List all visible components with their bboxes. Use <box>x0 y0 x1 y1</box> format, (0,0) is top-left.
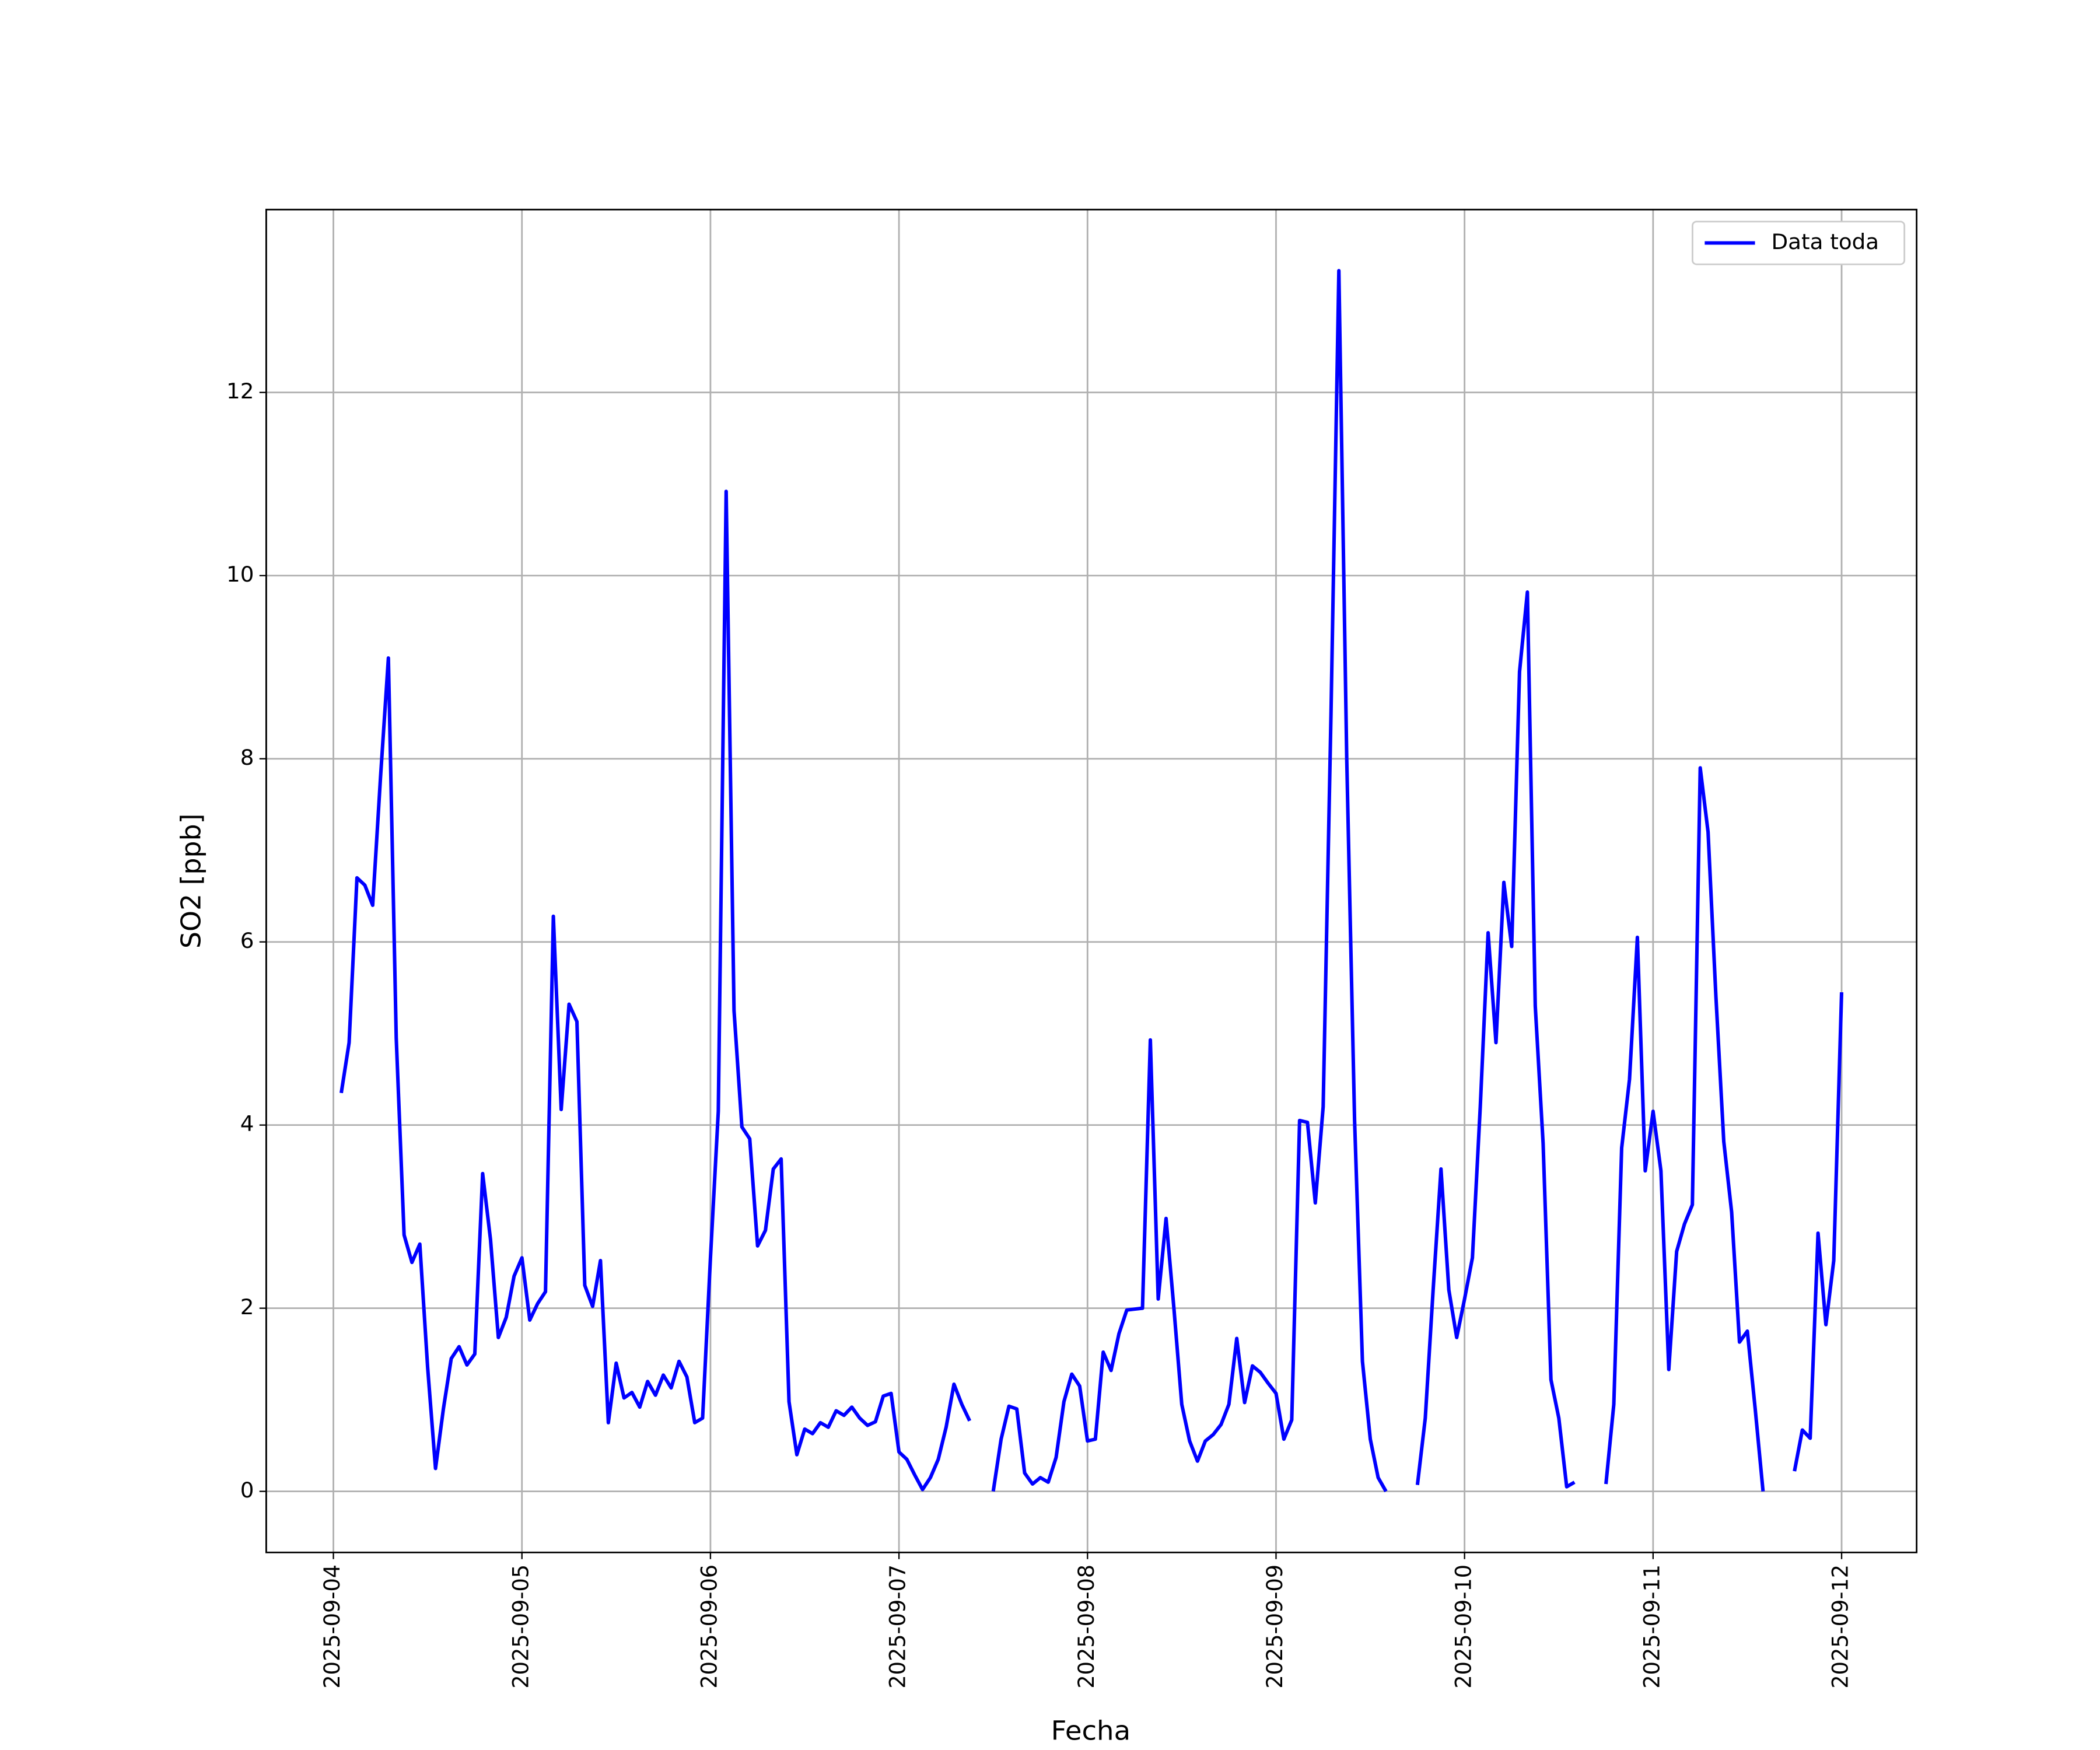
data-line <box>340 489 972 1492</box>
y-tick-label: 12 <box>226 379 254 404</box>
y-tick-label: 8 <box>240 745 254 770</box>
x-tick-label: 2025-09-11 <box>1639 1564 1664 1689</box>
x-tick-label: 2025-09-08 <box>1074 1564 1099 1689</box>
legend: Data toda <box>1692 220 1906 265</box>
x-tick-label: 2025-09-04 <box>320 1564 345 1689</box>
y-tick-label: 4 <box>240 1111 254 1136</box>
x-tick-label: 2025-09-05 <box>508 1564 533 1689</box>
data-line <box>1415 590 1576 1489</box>
plot-frame <box>265 208 1918 1553</box>
y-tick-label: 2 <box>240 1294 254 1320</box>
x-tick-label: 2025-09-06 <box>696 1564 722 1689</box>
y-axis-label: SO2 [ppb] <box>175 814 206 949</box>
x-tick-label: 2025-09-07 <box>885 1564 910 1689</box>
x-axis-label: Fecha <box>1051 1715 1131 1746</box>
legend-box <box>1692 220 1906 265</box>
data-line <box>991 269 1388 1493</box>
x-tick-label: 2025-09-12 <box>1828 1564 1853 1689</box>
data-line <box>1793 992 1844 1472</box>
x-tick-label: 2025-09-10 <box>1451 1564 1476 1689</box>
legend-label: Data toda <box>1771 229 1879 254</box>
y-tick-label: 0 <box>240 1478 254 1503</box>
y-tick-label: 6 <box>240 928 254 953</box>
y-tick-label: 10 <box>226 562 254 587</box>
x-tick-label: 2025-09-09 <box>1262 1564 1287 1689</box>
data-line <box>1604 766 1765 1492</box>
